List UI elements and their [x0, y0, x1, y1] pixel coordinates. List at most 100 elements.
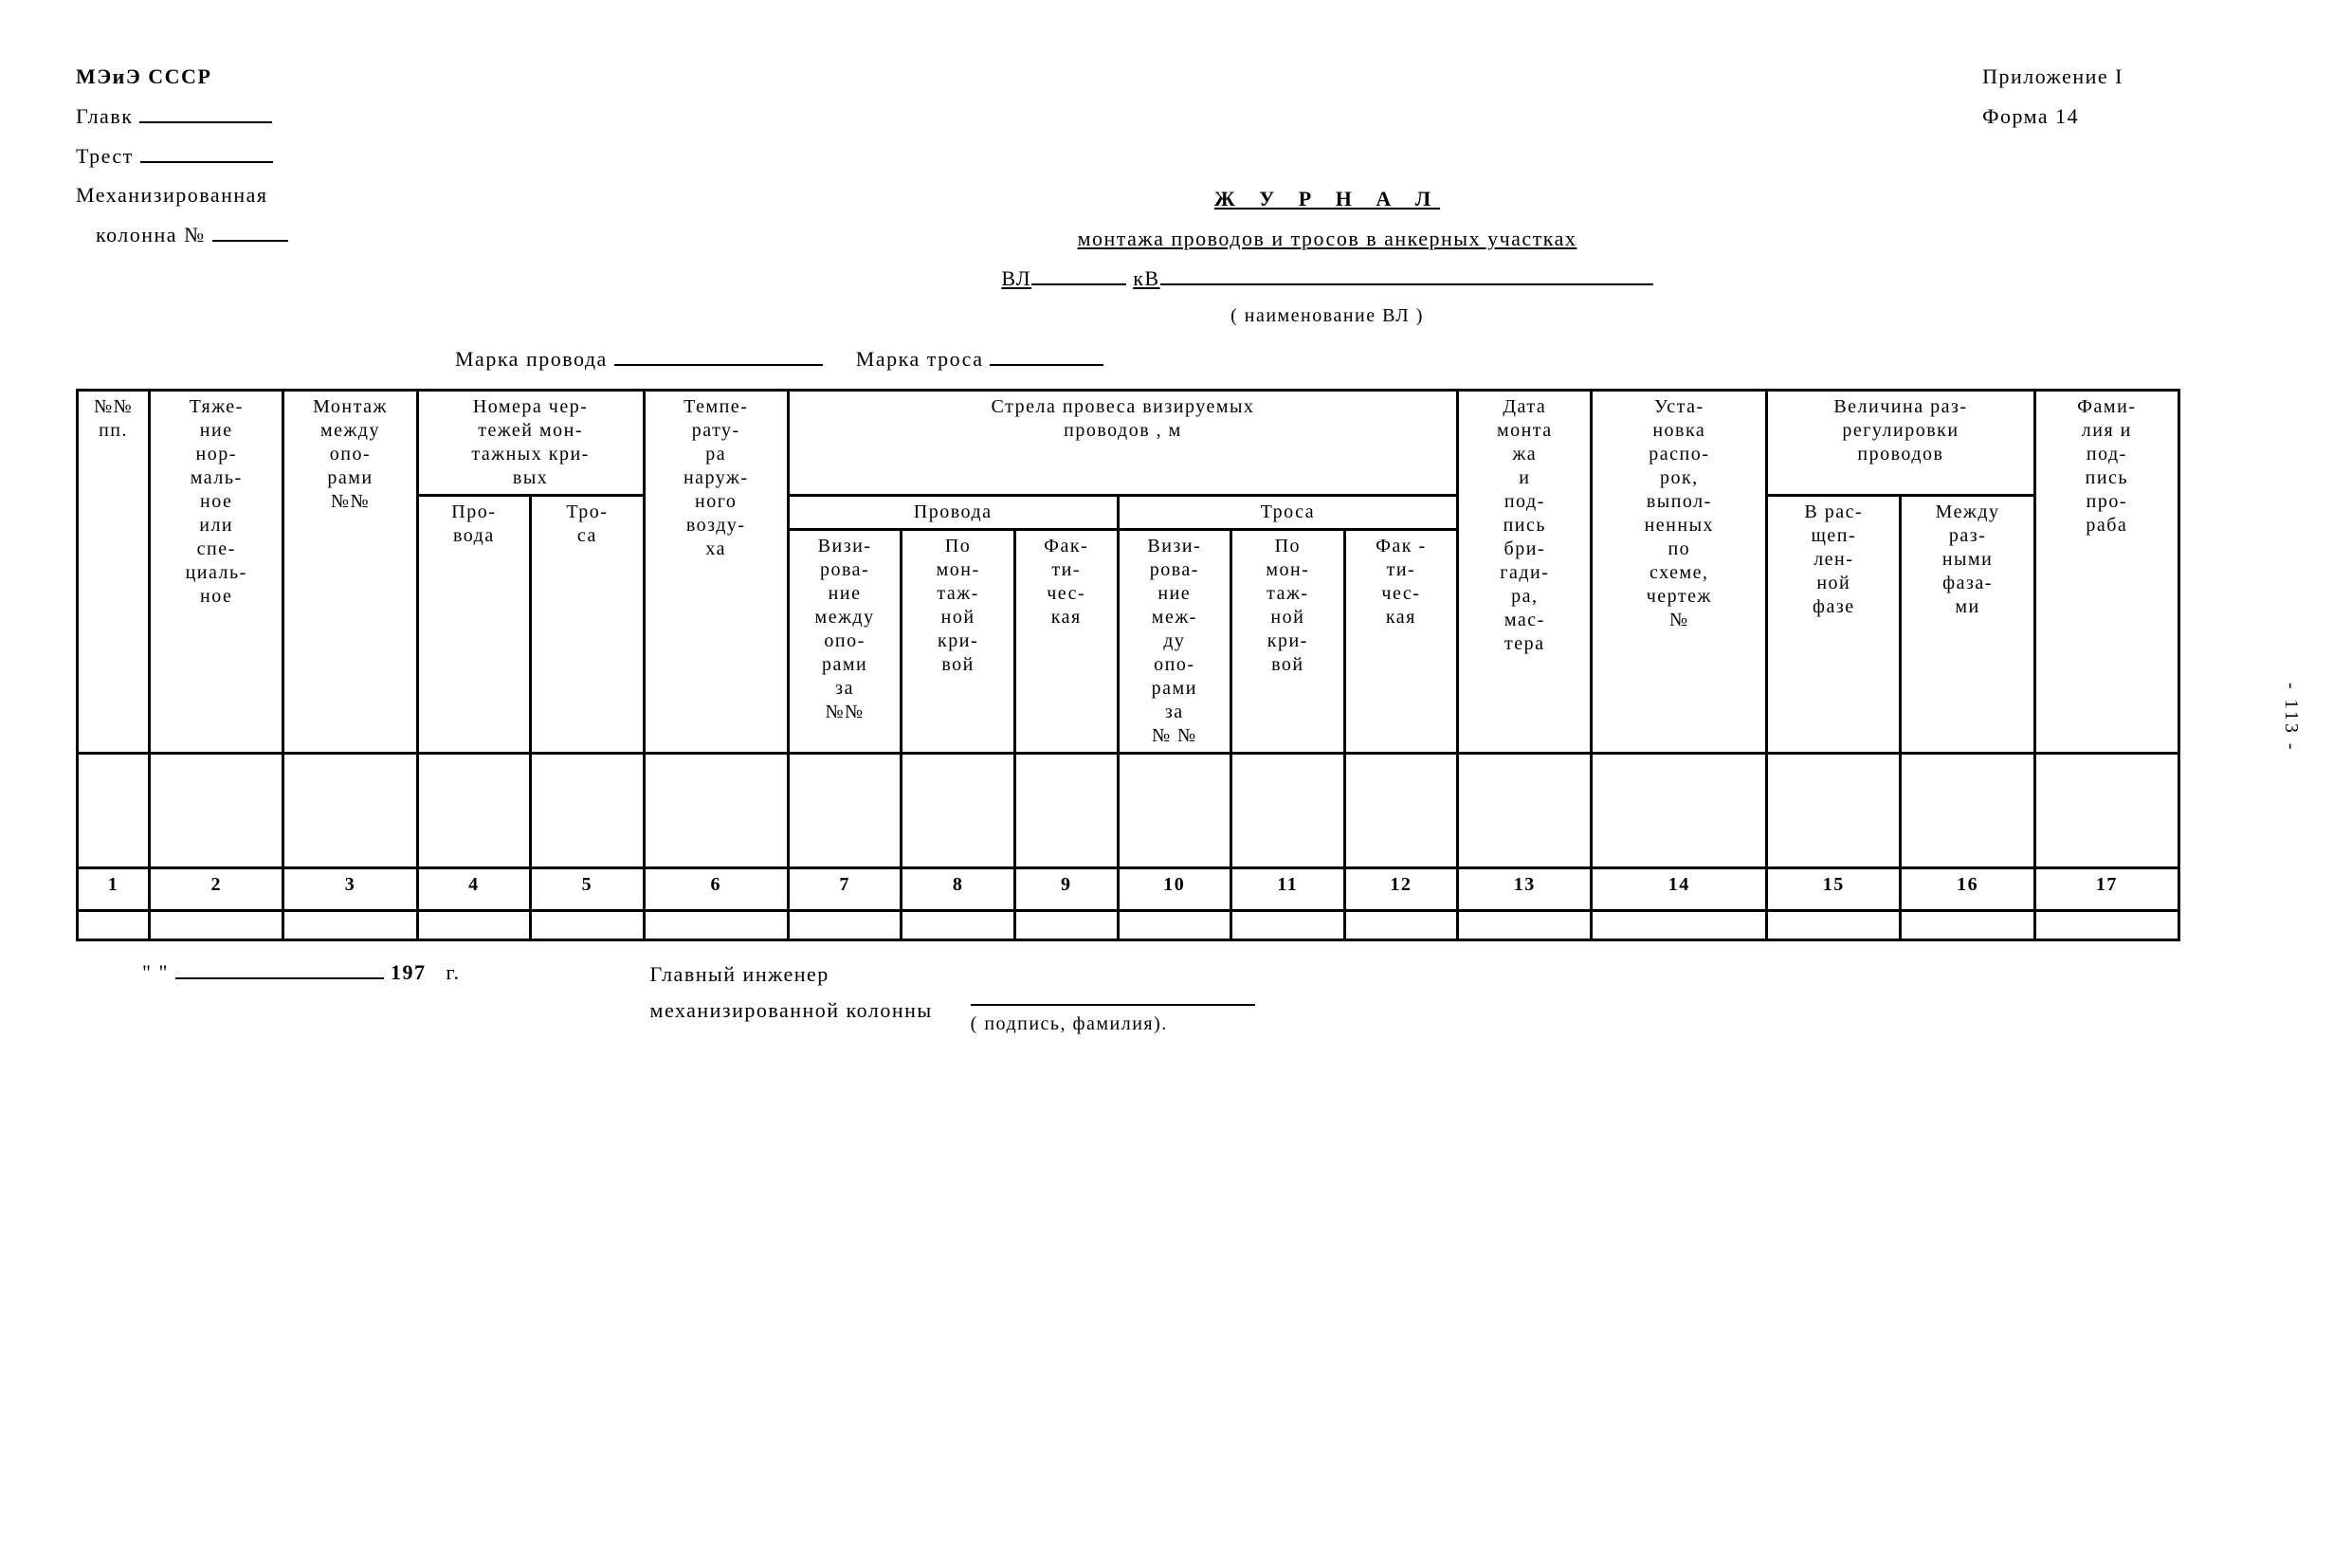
left-header: МЭиЭ СССР Главк Трест Механизированная к…: [76, 57, 288, 255]
col-14: Уста-новкараспо-рок,выпол-ненныхпосхеме,…: [1592, 391, 1767, 754]
journal-subtitle: монтажа проводов и тросов в анкерных уча…: [1078, 227, 1577, 250]
num-6: 6: [644, 868, 788, 911]
col-9: Фак-ти-чес-кая: [1014, 530, 1118, 754]
num-9: 9: [1014, 868, 1118, 911]
num-3: 3: [283, 868, 417, 911]
cell[interactable]: [1901, 754, 2034, 868]
col-4b: Тро-са: [531, 496, 645, 754]
glavk-row: Главк: [76, 97, 288, 137]
col-sag-top: Стрела провеса визируемыхпроводов , м: [788, 391, 1457, 496]
col-11: Помон-таж-нойкри-вой: [1231, 530, 1345, 754]
col-6: Темпе-рату-ранаруж-ноговозду-ха: [644, 391, 788, 754]
col-17: Фами-лия ипод-письпро-раба: [2034, 391, 2178, 754]
num-11: 11: [1231, 868, 1345, 911]
kv-label: кВ: [1133, 266, 1159, 290]
vl-row: ВЛ кВ: [379, 259, 2275, 299]
num-13: 13: [1458, 868, 1592, 911]
number-row: 1 2 3 4 5 6 7 8 9 10 11 12 13 14 15 16 1…: [78, 868, 2179, 911]
cell[interactable]: [1014, 754, 1118, 868]
col-2: Тяже-ниенор-маль-ноеилиспе-циаль-ное: [150, 391, 283, 754]
vl-name-caption: ( наименование ВЛ ): [379, 298, 2275, 334]
col-1: №№пп.: [78, 391, 150, 754]
num-15: 15: [1767, 868, 1901, 911]
year-prefix: 197: [391, 960, 427, 984]
col-sag-rope: Троса: [1118, 496, 1458, 530]
cell[interactable]: [150, 754, 283, 868]
col-adj-top: Величина раз-регулировкипроводов: [1767, 391, 2035, 496]
cell[interactable]: [283, 754, 417, 868]
glavk-field[interactable]: [139, 100, 272, 123]
cell[interactable]: [644, 754, 788, 868]
col-10: Визи-рова-ниемеж-дуопо-рамиза№ №: [1118, 530, 1231, 754]
date-part: " " 197 г.: [142, 957, 461, 1035]
header-row-1: №№пп. Тяже-ниенор-маль-ноеилиспе-циаль-н…: [78, 391, 2179, 496]
vl-field-2[interactable]: [1160, 263, 1653, 285]
cell[interactable]: [1118, 754, 1231, 868]
col-3: Монтажмеждуопо-рами№№: [283, 391, 417, 754]
engineer-line1: Главный инженер: [650, 957, 933, 992]
signature-caption: ( подпись, фамилия).: [971, 1013, 1255, 1035]
cell[interactable]: [1344, 754, 1458, 868]
col-sag-wire: Провода: [788, 496, 1118, 530]
appendix-label: Приложение I: [1982, 57, 2123, 97]
cell[interactable]: [531, 754, 645, 868]
cell[interactable]: [417, 754, 531, 868]
mark-wire-field[interactable]: [614, 343, 823, 366]
year-suffix: г.: [446, 960, 460, 984]
col-12: Фак -ти-чес-кая: [1344, 530, 1458, 754]
num-14: 14: [1592, 868, 1767, 911]
data-row-blank: [78, 754, 2179, 868]
trest-row: Трест: [76, 137, 288, 176]
date-field[interactable]: [175, 957, 384, 979]
num-1: 1: [78, 868, 150, 911]
journal-title: Ж У Р Н А Л: [1214, 187, 1440, 210]
glavk-label: Главк: [76, 104, 133, 128]
col-16: Междураз-нымифаза-ми: [1901, 496, 2034, 754]
engineer-part: Главный инженер механизированной колонны: [650, 957, 933, 1035]
num-16: 16: [1901, 868, 2034, 911]
num-4: 4: [417, 868, 531, 911]
num-17: 17: [2034, 868, 2178, 911]
mech-line2: колонна №: [96, 223, 206, 246]
cell[interactable]: [78, 754, 150, 868]
engineer-line2: механизированной колонны: [650, 993, 933, 1028]
vl-prefix: ВЛ: [1001, 266, 1031, 290]
tail-row: [78, 911, 2179, 940]
signature-field[interactable]: [971, 983, 1255, 1006]
mark-rope-field[interactable]: [990, 343, 1103, 366]
num-10: 10: [1118, 868, 1231, 911]
main-table: №№пп. Тяже-ниенор-маль-ноеилиспе-циаль-н…: [76, 389, 2180, 941]
cell[interactable]: [1231, 754, 1345, 868]
cell[interactable]: [788, 754, 902, 868]
cell[interactable]: [902, 754, 1015, 868]
column-number-field[interactable]: [212, 219, 288, 242]
cell[interactable]: [2034, 754, 2178, 868]
page-number-side: - 113 -: [2280, 683, 2302, 753]
date-quote: " ": [142, 960, 169, 984]
vl-field-1[interactable]: [1031, 263, 1126, 285]
footer: " " 197 г. Главный инженер механизирован…: [76, 957, 2275, 1035]
trest-label: Трест: [76, 144, 134, 168]
mech-row: колонна №: [76, 215, 288, 255]
marks-row: Марка провода Марка троса: [455, 343, 2275, 372]
cell[interactable]: [1592, 754, 1767, 868]
mech-line1: Механизированная: [76, 175, 288, 215]
num-2: 2: [150, 868, 283, 911]
num-8: 8: [902, 868, 1015, 911]
num-7: 7: [788, 868, 902, 911]
num-5: 5: [531, 868, 645, 911]
col-4-top: Номера чер-тежей мон-тажных кри-вых: [417, 391, 644, 496]
mark-wire-label: Марка провода: [455, 347, 608, 371]
col-7: Визи-рова-ниемеждуопо-рамиза№№: [788, 530, 902, 754]
col-15: В рас-щеп-лен-нойфазе: [1767, 496, 1901, 754]
num-12: 12: [1344, 868, 1458, 911]
col-13: Датамонтажаипод-письбри-гади-ра,мас-тера: [1458, 391, 1592, 754]
trest-field[interactable]: [140, 140, 273, 163]
col-8: Помон-таж-нойкри-вой: [902, 530, 1015, 754]
form-label: Форма 14: [1982, 97, 2123, 137]
cell[interactable]: [1458, 754, 1592, 868]
ministry: МЭиЭ СССР: [76, 57, 288, 97]
signature-part: ( подпись, фамилия).: [971, 957, 1255, 1035]
cell[interactable]: [1767, 754, 1901, 868]
mark-rope-label: Марка троса: [856, 347, 984, 371]
